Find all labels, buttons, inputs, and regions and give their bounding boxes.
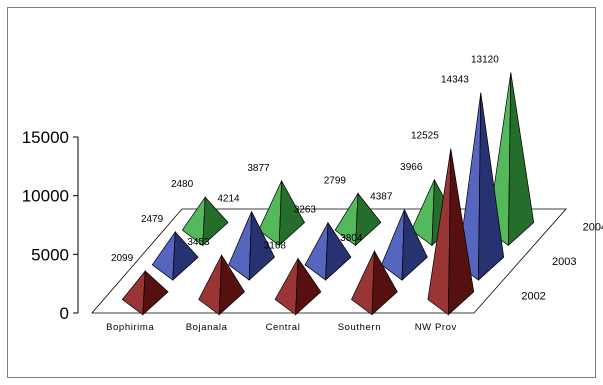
pyramid-face-right [478,92,505,281]
data-label: 3263 [294,205,317,216]
pyramid-face-right [371,249,398,316]
pyramid-face-right [295,257,322,316]
pyramid-face-left [121,269,146,316]
data-label: 3168 [264,240,287,251]
depth-tick-label: 2004 [583,221,603,233]
pyramid-face-right [401,209,428,281]
y-tick-label: 0 [60,304,69,323]
data-label: 4387 [370,192,393,203]
y-tick-label: 5000 [31,245,69,264]
depth-tick-label: 2003 [552,256,576,268]
data-label: 3877 [247,163,270,174]
chart-floor [91,208,567,314]
pyramid-face-right [218,254,245,316]
pyramid-face-left [198,254,222,316]
pyramid-face-left [228,211,252,281]
x-tick-label: Bojanala [186,322,228,333]
pyramid-face-right [355,192,382,247]
pyramid-face-right [278,179,305,247]
pyramid-face-left [304,222,329,281]
pyramid-face-right [172,231,199,281]
pyramid-face-right [142,270,169,316]
pyramid-face-left [274,258,299,316]
y-tick-label: 15000 [22,128,69,147]
data-label: 12525 [411,131,439,142]
y-tick-label: 10000 [22,187,69,206]
data-label: 3804 [340,233,363,244]
x-tick-label: Southern [338,322,381,333]
x-tick-label: NW Prov [415,322,457,333]
data-label: 14343 [441,75,469,86]
data-label: 3453 [187,237,210,248]
data-label: 2479 [141,214,164,225]
data-label: 3966 [400,162,423,173]
data-label: 4214 [217,194,240,205]
pyramid-face-right [508,72,535,247]
data-label: 2099 [111,253,134,264]
pyramid-face-right [202,196,229,247]
pyramid-face-right [448,148,475,316]
x-tick-label: Bophirima [106,322,154,333]
data-label: 2799 [324,175,347,186]
data-label: 13120 [471,54,499,65]
pyramid-face-left [351,250,375,316]
pyramid-face-right [325,221,352,281]
depth-tick-label: 2002 [521,291,545,303]
pyramid-face-right [248,211,275,281]
x-tick-label: Central [266,322,301,333]
data-label: 2480 [171,179,194,190]
